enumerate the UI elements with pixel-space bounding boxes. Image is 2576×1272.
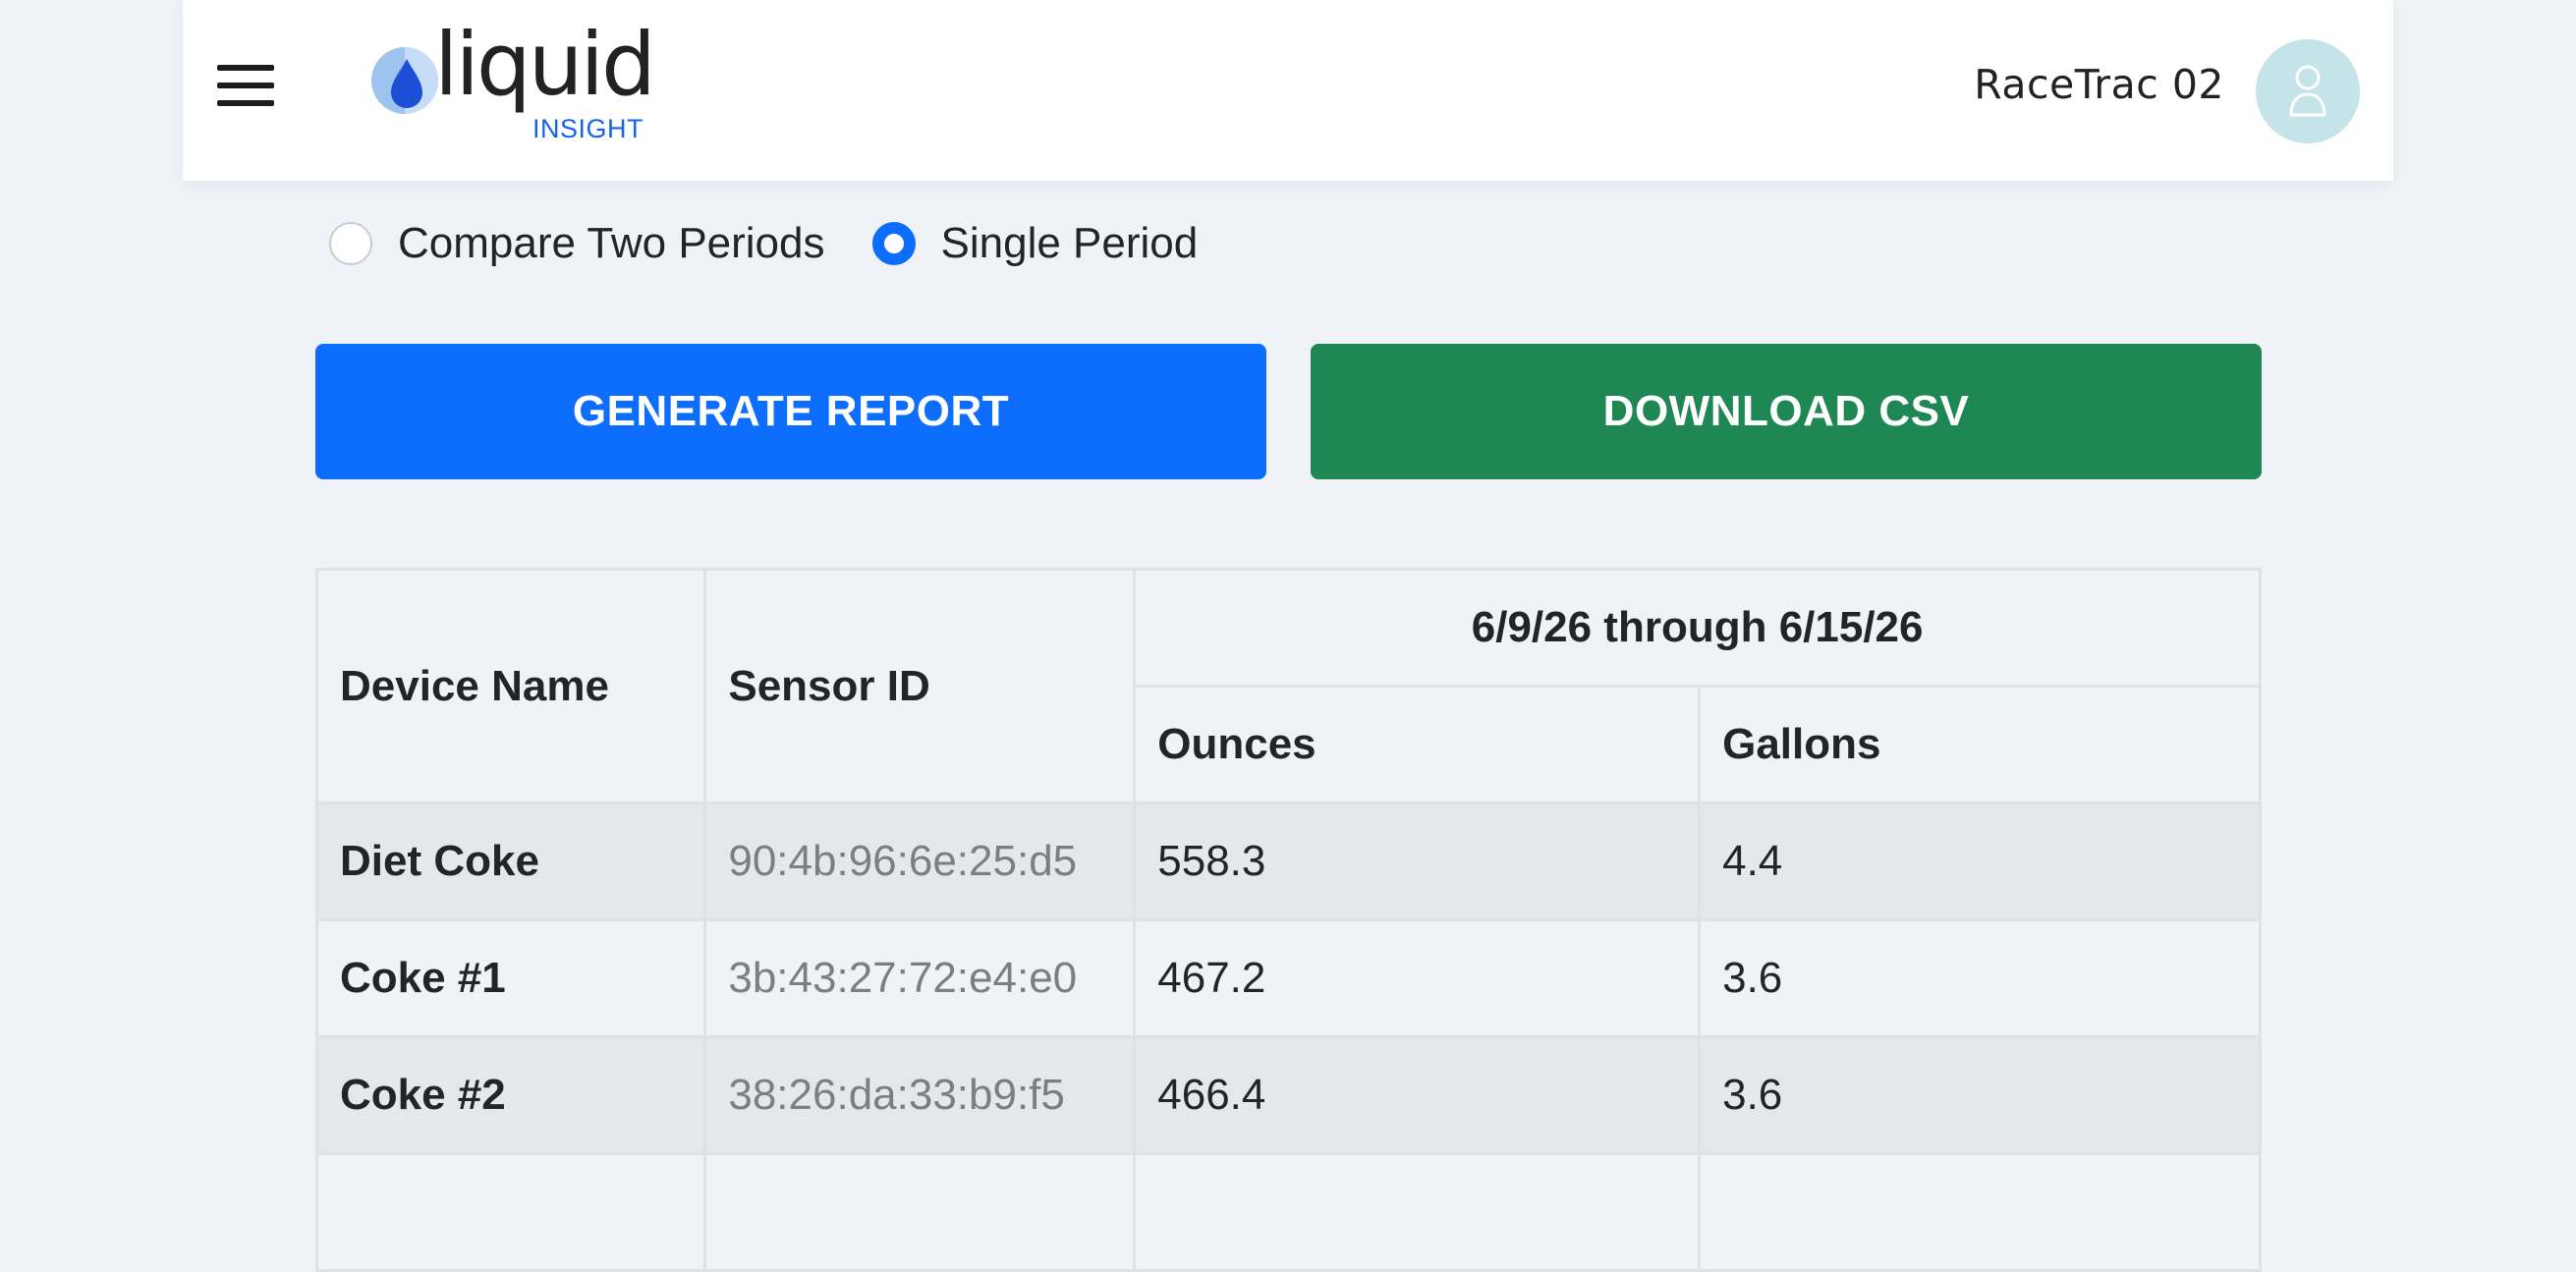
ounces-cell: 466.4 (1133, 1035, 1702, 1155)
device-name-cell: Diet Coke (314, 802, 707, 921)
ounces-cell: 558.3 (1133, 802, 1702, 921)
gallons-cell: 4.4 (1698, 802, 2262, 921)
sensor-id-cell: 3b:43:27:72:e4:e0 (703, 918, 1137, 1038)
radio-button-checked[interactable] (871, 222, 916, 265)
user-avatar[interactable] (2256, 39, 2360, 143)
usage-report-table: Device Name Sensor ID 6/9/26 through 6/1… (314, 568, 2262, 1272)
period-mode-radio-group: Compare Two Periods Single Period (329, 214, 1245, 273)
logo-subtitle: INSIGHT (532, 114, 644, 143)
radio-label: Compare Two Periods (398, 219, 825, 267)
sensor-id-cell: 90:4b:96:6e:25:d5 (703, 802, 1137, 921)
gallons-cell: 3.6 (1698, 918, 2262, 1038)
column-header-gallons[interactable]: Gallons (1698, 685, 2262, 804)
table-row: Coke #1 3b:43:27:72:e4:e0 467.2 3.6 (314, 918, 2262, 1038)
radio-button-unchecked[interactable] (329, 222, 372, 265)
sensor-id-cell (703, 1152, 1137, 1272)
logo-wordmark: liquid (434, 14, 656, 115)
device-name-cell (314, 1152, 707, 1272)
user-icon (2289, 65, 2326, 117)
sensor-id-cell: 38:26:da:33:b9:f5 (703, 1035, 1137, 1155)
table-row: Coke #2 38:26:da:33:b9:f5 466.4 3.6 (314, 1035, 2262, 1155)
radio-label: Single Period (940, 219, 1199, 267)
logo[interactable]: liquid INSIGHT (367, 22, 656, 153)
table-row: Diet Coke 90:4b:96:6e:25:d5 558.3 4.4 (314, 802, 2262, 921)
download-csv-button[interactable]: DOWNLOAD CSV (1311, 344, 2262, 479)
menu-icon[interactable] (217, 61, 274, 110)
gallons-cell: 3.6 (1698, 1035, 2262, 1155)
table-row (314, 1152, 2262, 1272)
gallons-cell (1698, 1152, 2262, 1272)
column-header-sensor-id[interactable]: Sensor ID (703, 568, 1137, 804)
ounces-cell (1133, 1152, 1702, 1272)
radio-single-period[interactable]: Single Period (871, 219, 1199, 267)
account-name: RaceTrac 02 (1974, 61, 2224, 108)
generate-report-button[interactable]: GENERATE REPORT (315, 344, 1266, 479)
device-name-cell: Coke #2 (314, 1035, 707, 1155)
column-header-ounces[interactable]: Ounces (1133, 685, 1702, 804)
device-name-cell: Coke #1 (314, 918, 707, 1038)
app-header: liquid INSIGHT RaceTrac 02 (183, 0, 2393, 181)
droplet-logo-icon (371, 47, 438, 114)
radio-compare-two-periods[interactable]: Compare Two Periods (329, 222, 825, 265)
ounces-cell: 467.2 (1133, 918, 1702, 1038)
column-header-device-name[interactable]: Device Name (314, 568, 707, 804)
period-group-header: 6/9/26 through 6/15/26 (1133, 568, 2262, 688)
